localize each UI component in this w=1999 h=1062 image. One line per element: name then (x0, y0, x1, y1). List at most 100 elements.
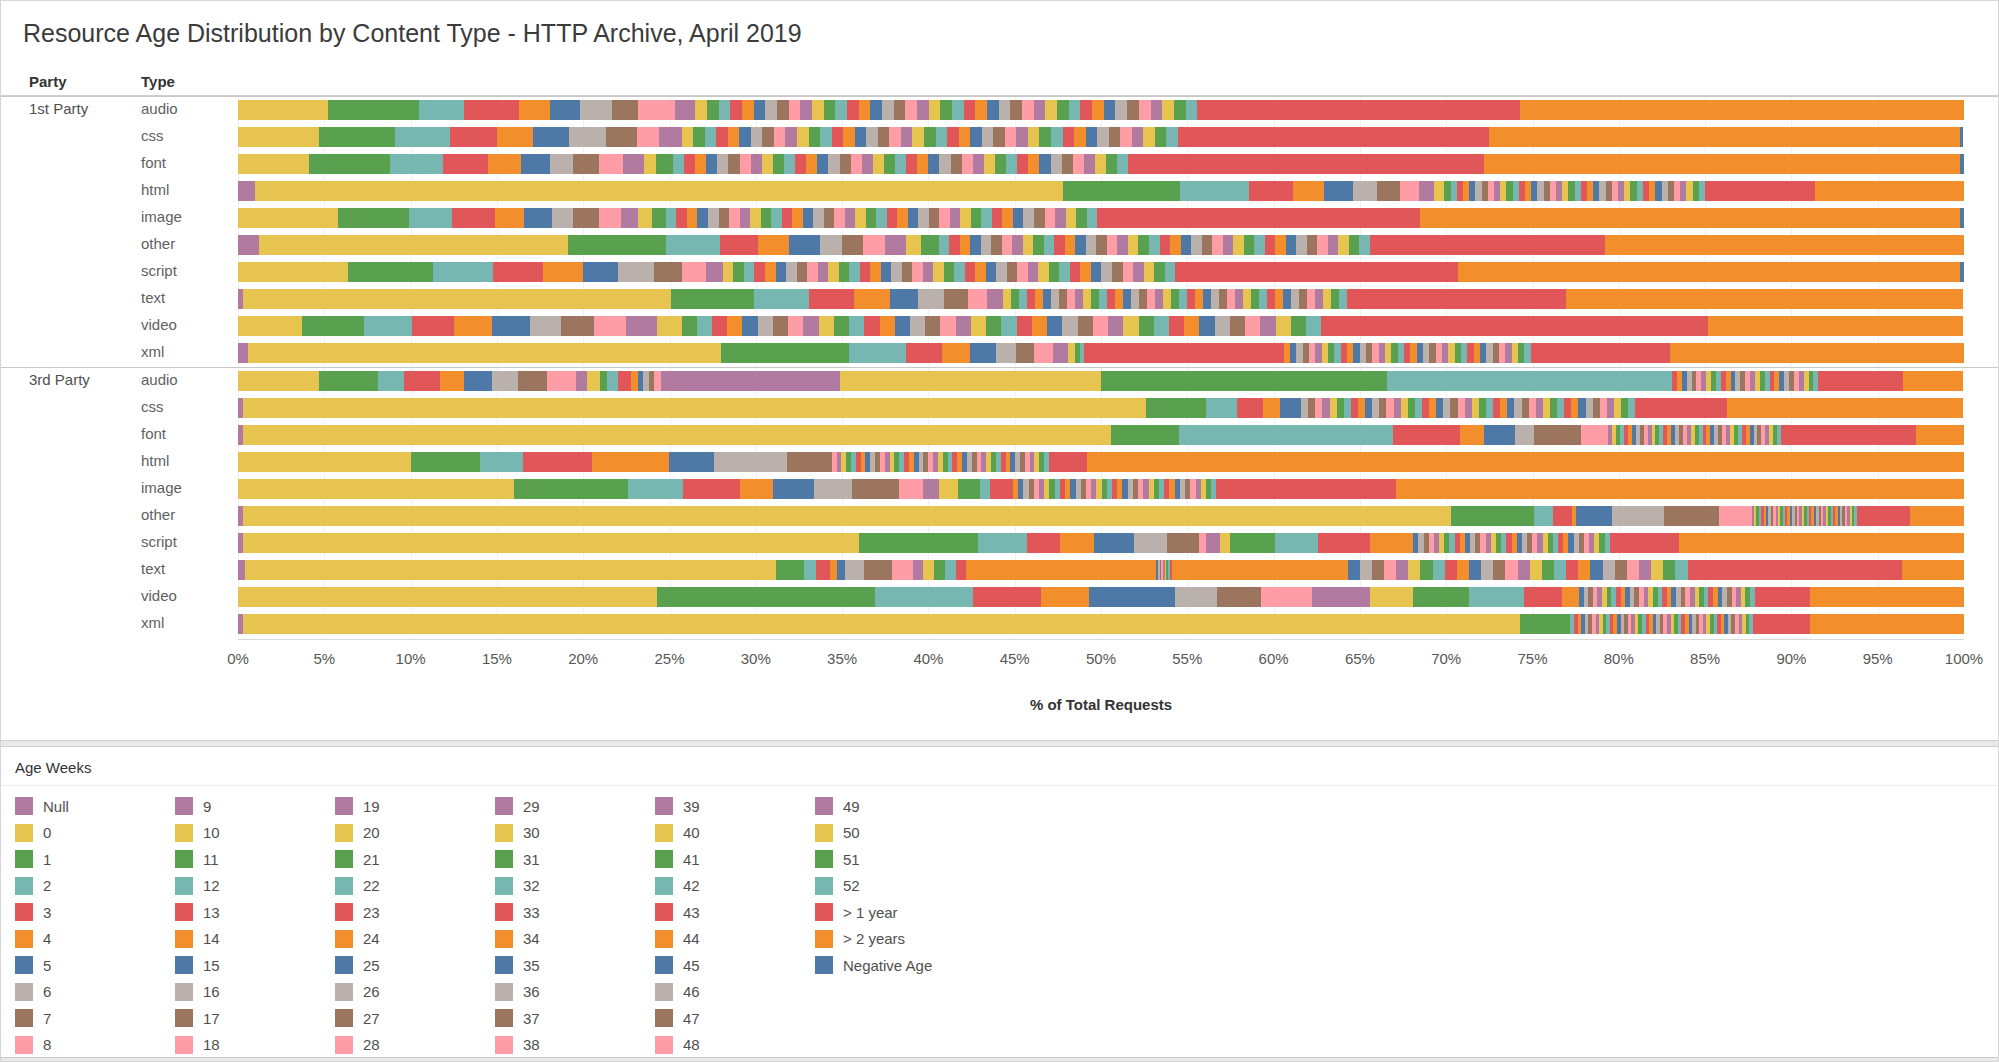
bar-segment[interactable] (719, 208, 730, 228)
bar-segment[interactable] (940, 100, 952, 120)
bar-segment[interactable] (1038, 262, 1049, 282)
bar-segment[interactable] (1063, 181, 1180, 201)
bar-segment[interactable] (518, 371, 547, 391)
bar-segment[interactable] (962, 154, 973, 174)
legend-item[interactable]: 34 (495, 930, 655, 948)
bar-segment[interactable] (1484, 154, 1960, 174)
bar-segment[interactable] (1420, 560, 1432, 580)
bar-segment[interactable] (693, 127, 705, 147)
bar-segment[interactable] (1275, 289, 1283, 309)
bar-segment[interactable] (1422, 398, 1429, 418)
bar-segment[interactable] (1060, 533, 1095, 553)
bar-segment[interactable] (1057, 100, 1069, 120)
bar-segment[interactable] (902, 262, 913, 282)
bar-segment[interactable] (1019, 289, 1027, 309)
bar-segment[interactable] (1084, 154, 1095, 174)
bar-segment[interactable] (1386, 398, 1393, 418)
bar-segment[interactable] (884, 154, 895, 174)
bar-segment[interactable] (986, 262, 997, 282)
bar-segment[interactable] (1227, 289, 1235, 309)
bar-segment[interactable] (712, 316, 727, 336)
bar-segment[interactable] (390, 154, 444, 174)
bar-segment[interactable] (905, 100, 917, 120)
bar-segment[interactable] (1359, 235, 1370, 255)
bar-segment[interactable] (1318, 533, 1370, 553)
bar-segment[interactable] (1394, 398, 1401, 418)
bar-segment[interactable] (1307, 235, 1318, 255)
type-label[interactable]: image (141, 208, 182, 225)
bar-segment[interactable] (1023, 235, 1034, 255)
bar-segment[interactable] (1062, 316, 1077, 336)
bar-segment[interactable] (824, 100, 836, 120)
bar-segment[interactable] (1172, 560, 1348, 580)
legend-item[interactable]: 24 (335, 930, 495, 948)
bar-segment[interactable] (839, 262, 850, 282)
bar-segment[interactable] (1170, 235, 1181, 255)
type-label[interactable]: other (141, 506, 175, 523)
bar-segment[interactable] (1120, 127, 1132, 147)
bar-segment[interactable] (832, 127, 844, 147)
bar-segment[interactable] (996, 262, 1007, 282)
bar-segment[interactable] (1197, 100, 1520, 120)
bar-segment[interactable] (773, 316, 788, 336)
bar-segment[interactable] (1810, 587, 1964, 607)
bar-segment[interactable] (621, 208, 638, 228)
bar-segment[interactable] (1534, 506, 1553, 526)
bar-segment[interactable] (813, 208, 824, 228)
bar-segment[interactable] (1338, 235, 1349, 255)
bar-segment[interactable] (1132, 127, 1144, 147)
bar-segment[interactable] (1013, 208, 1024, 228)
bar-segment[interactable] (666, 235, 720, 255)
bar-segment[interactable] (1138, 235, 1149, 255)
bar-segment[interactable] (970, 235, 981, 255)
bar-segment[interactable] (1143, 127, 1155, 147)
bar-segment[interactable] (1522, 398, 1529, 418)
bar-segment[interactable] (666, 208, 677, 228)
legend-item[interactable]: 1 (15, 850, 175, 868)
bar-segment[interactable] (1154, 262, 1165, 282)
type-label[interactable]: video (141, 316, 177, 333)
bar-segment[interactable] (1610, 533, 1679, 553)
bar-segment[interactable] (929, 208, 940, 228)
type-label[interactable]: xml (141, 343, 164, 360)
bar-segment[interactable] (1167, 533, 1200, 553)
bar-segment[interactable] (864, 316, 879, 336)
bar-segment[interactable] (1254, 235, 1265, 255)
bar-segment[interactable] (792, 208, 803, 228)
bar-segment[interactable] (1203, 289, 1211, 309)
type-label[interactable]: audio (141, 371, 178, 388)
bar-segment[interactable] (1265, 235, 1276, 255)
legend-item[interactable]: 43 (655, 903, 815, 921)
bar-segment[interactable] (1101, 371, 1388, 391)
legend-item[interactable]: 29 (495, 797, 655, 815)
legend-item[interactable]: 28 (335, 1036, 495, 1054)
bar-segment[interactable] (723, 262, 734, 282)
legend-item[interactable]: 9 (175, 797, 335, 815)
bar-segment[interactable] (255, 181, 1063, 201)
bar-segment[interactable] (623, 154, 644, 174)
bar-segment[interactable] (1062, 154, 1073, 174)
bar-segment[interactable] (1564, 398, 1571, 418)
bar-segment[interactable] (644, 154, 656, 174)
bar-segment[interactable] (1322, 398, 1329, 418)
bar-segment[interactable] (1179, 425, 1393, 445)
bar-segment[interactable] (1051, 154, 1062, 174)
bar-segment[interactable] (1481, 560, 1493, 580)
legend-item[interactable]: 49 (815, 797, 975, 815)
bar-segment[interactable] (1053, 343, 1069, 363)
bar-segment[interactable] (803, 316, 818, 336)
type-label[interactable]: font (141, 425, 166, 442)
bar-segment[interactable] (497, 127, 533, 147)
bar-segment[interactable] (1146, 398, 1206, 418)
bar-segment[interactable] (1377, 181, 1399, 201)
legend-item[interactable]: 45 (655, 956, 815, 974)
type-label[interactable]: script (141, 533, 177, 550)
legend-item[interactable]: 52 (815, 877, 975, 895)
bar-segment[interactable] (942, 343, 970, 363)
bar-segment[interactable] (348, 262, 433, 282)
bar-segment[interactable] (1109, 127, 1121, 147)
bar-segment[interactable] (1139, 100, 1151, 120)
bar-segment[interactable] (1275, 235, 1286, 255)
bar-segment[interactable] (923, 560, 934, 580)
bar-segment[interactable] (573, 208, 599, 228)
